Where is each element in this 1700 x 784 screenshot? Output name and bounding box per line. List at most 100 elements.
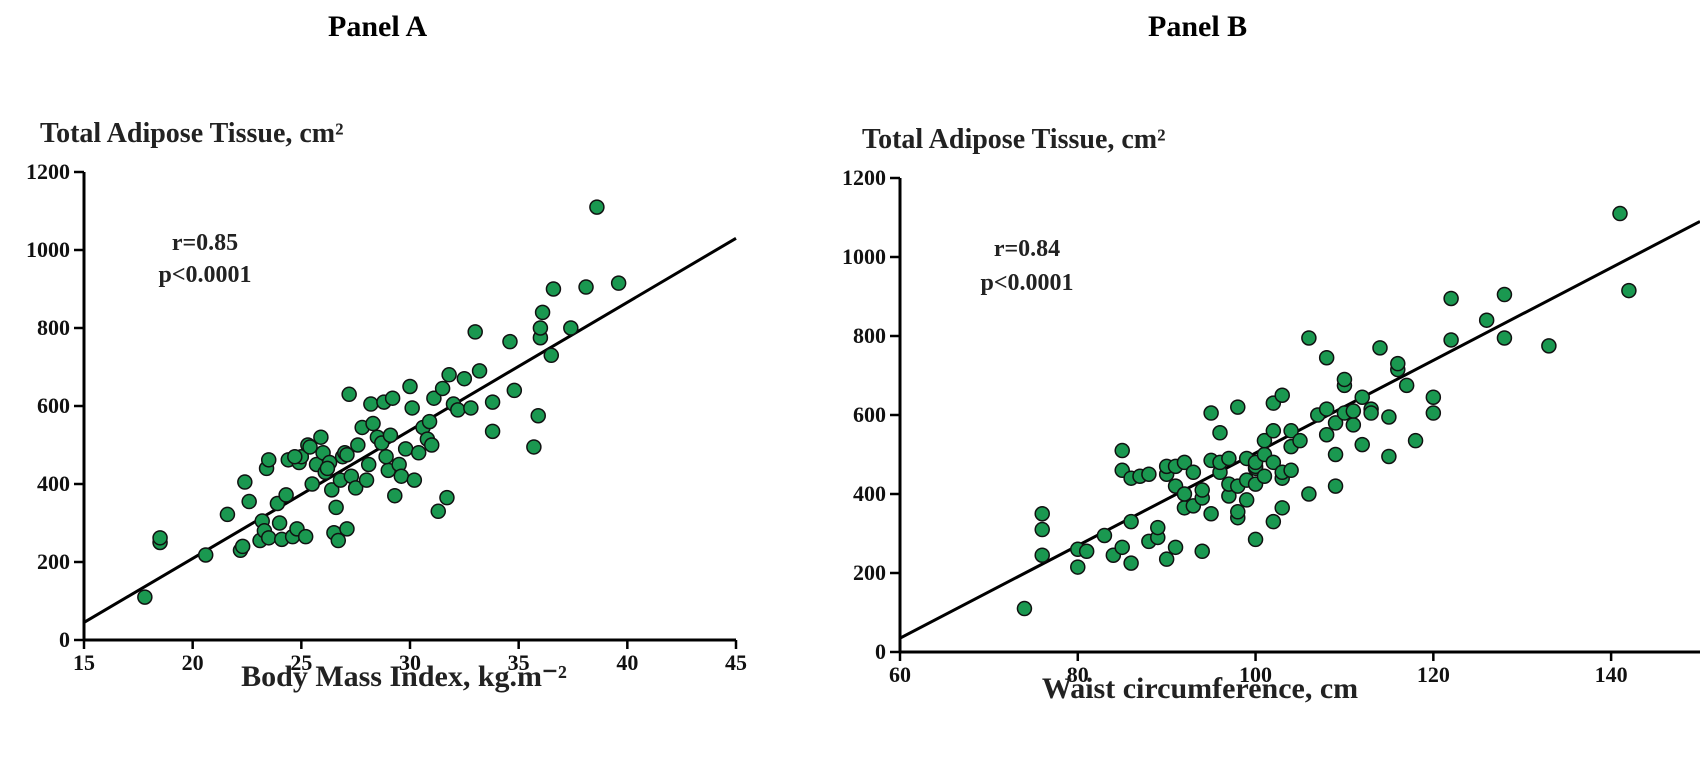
data-point (384, 390, 401, 406)
data-point (1230, 504, 1246, 520)
data-point (1381, 409, 1397, 425)
data-point (421, 413, 438, 430)
data-point (378, 448, 394, 465)
data-point (1318, 349, 1335, 366)
y-tick-label: 1200 (842, 165, 886, 190)
data-point (1158, 551, 1175, 567)
data-point (350, 437, 366, 453)
data-point (1425, 389, 1442, 405)
data-point (241, 493, 257, 510)
data-point (1034, 547, 1050, 563)
x-tick-label: 30 (399, 650, 421, 675)
data-point (1016, 600, 1033, 617)
x-tick-label: 35 (508, 650, 530, 675)
data-point (1336, 371, 1353, 388)
data-point (589, 199, 605, 215)
data-point (319, 460, 336, 477)
y-tick-label: 200 (853, 560, 886, 585)
y-tick-label: 0 (875, 639, 886, 664)
chart-panel-a: 0 200 400 600 800 1000 1200 15 20 25 30 35 40 45 Total… (26, 118, 747, 693)
data-point (1096, 527, 1113, 544)
data-point (1327, 446, 1344, 463)
data-point (1167, 539, 1184, 556)
y-tick-label: 1000 (842, 244, 886, 269)
data-point (1283, 462, 1299, 479)
data-point (1078, 543, 1095, 560)
data-point (1301, 486, 1317, 502)
data-point (1265, 423, 1282, 439)
panel-a-title: Panel A (328, 10, 428, 43)
data-point (197, 547, 214, 563)
data-point (1407, 432, 1424, 449)
data-point (1265, 513, 1282, 530)
data-point (1443, 332, 1459, 348)
correlation-annotation: r=0.84 (994, 236, 1060, 262)
data-point (1203, 405, 1219, 421)
panel-b-title: Panel B (1148, 10, 1248, 43)
data-point (502, 333, 518, 350)
data-point (1425, 405, 1442, 421)
y-tick-label: 800 (853, 323, 886, 348)
y-tick-label: 1000 (26, 237, 70, 262)
data-point (563, 320, 579, 336)
data-point (404, 400, 420, 416)
data-point (1478, 312, 1495, 328)
data-point (1247, 531, 1264, 548)
data-points (137, 199, 627, 605)
data-point (137, 589, 153, 605)
data-point (610, 275, 627, 291)
data-point (324, 482, 340, 498)
data-point (1114, 539, 1130, 556)
y-axis-title: Total Adipose Tissue, cm² (862, 124, 1166, 155)
data-point (484, 394, 501, 410)
data-point (330, 532, 347, 549)
data-point (1292, 432, 1308, 449)
data-point (302, 439, 318, 455)
data-point (1283, 423, 1299, 439)
data-point (1123, 555, 1139, 571)
y-axis-title: Total Adipose Tissue, cm² (40, 118, 344, 149)
data-point (1274, 387, 1290, 403)
data-point (297, 528, 314, 545)
regression-line (83, 237, 737, 624)
data-point (313, 429, 329, 445)
data-point (1301, 330, 1317, 346)
data-point (1070, 559, 1086, 575)
data-point (1123, 513, 1139, 530)
data-point (530, 408, 546, 424)
data-point (358, 472, 375, 488)
data-point (1318, 401, 1335, 417)
data-point (1256, 432, 1273, 449)
data-point (382, 427, 399, 443)
data-point (387, 487, 403, 504)
data-point (237, 474, 253, 490)
y-tick-label: 600 (853, 402, 886, 427)
data-point (578, 279, 594, 295)
data-point (1496, 286, 1513, 303)
data-point (463, 400, 479, 416)
x-tick-label: 80 (1067, 662, 1089, 687)
data-point (543, 347, 560, 364)
data-point (1318, 427, 1335, 443)
data-point (1256, 468, 1273, 484)
y-tick-label: 400 (37, 471, 70, 496)
y-tick-label: 1200 (26, 159, 70, 184)
data-point (1230, 399, 1246, 415)
data-point (406, 472, 423, 488)
data-point (393, 468, 410, 484)
x-axis-title: Waist circumference, cm (1042, 672, 1358, 705)
chart-panel-b: 0 200 400 600 800 1000 1200 60 80 100 120 140 Total … (842, 124, 1700, 705)
data-point (1034, 506, 1050, 522)
data-point (360, 456, 377, 473)
data-point (260, 452, 277, 468)
data-point (1381, 448, 1397, 465)
data-point (1345, 403, 1362, 419)
x-tick-label: 25 (290, 650, 312, 675)
data-point (1265, 454, 1282, 471)
data-point (534, 304, 551, 321)
y-tick-label: 400 (853, 481, 886, 506)
data-point (328, 499, 344, 516)
data-point (1114, 442, 1130, 459)
data-point (1612, 205, 1628, 222)
